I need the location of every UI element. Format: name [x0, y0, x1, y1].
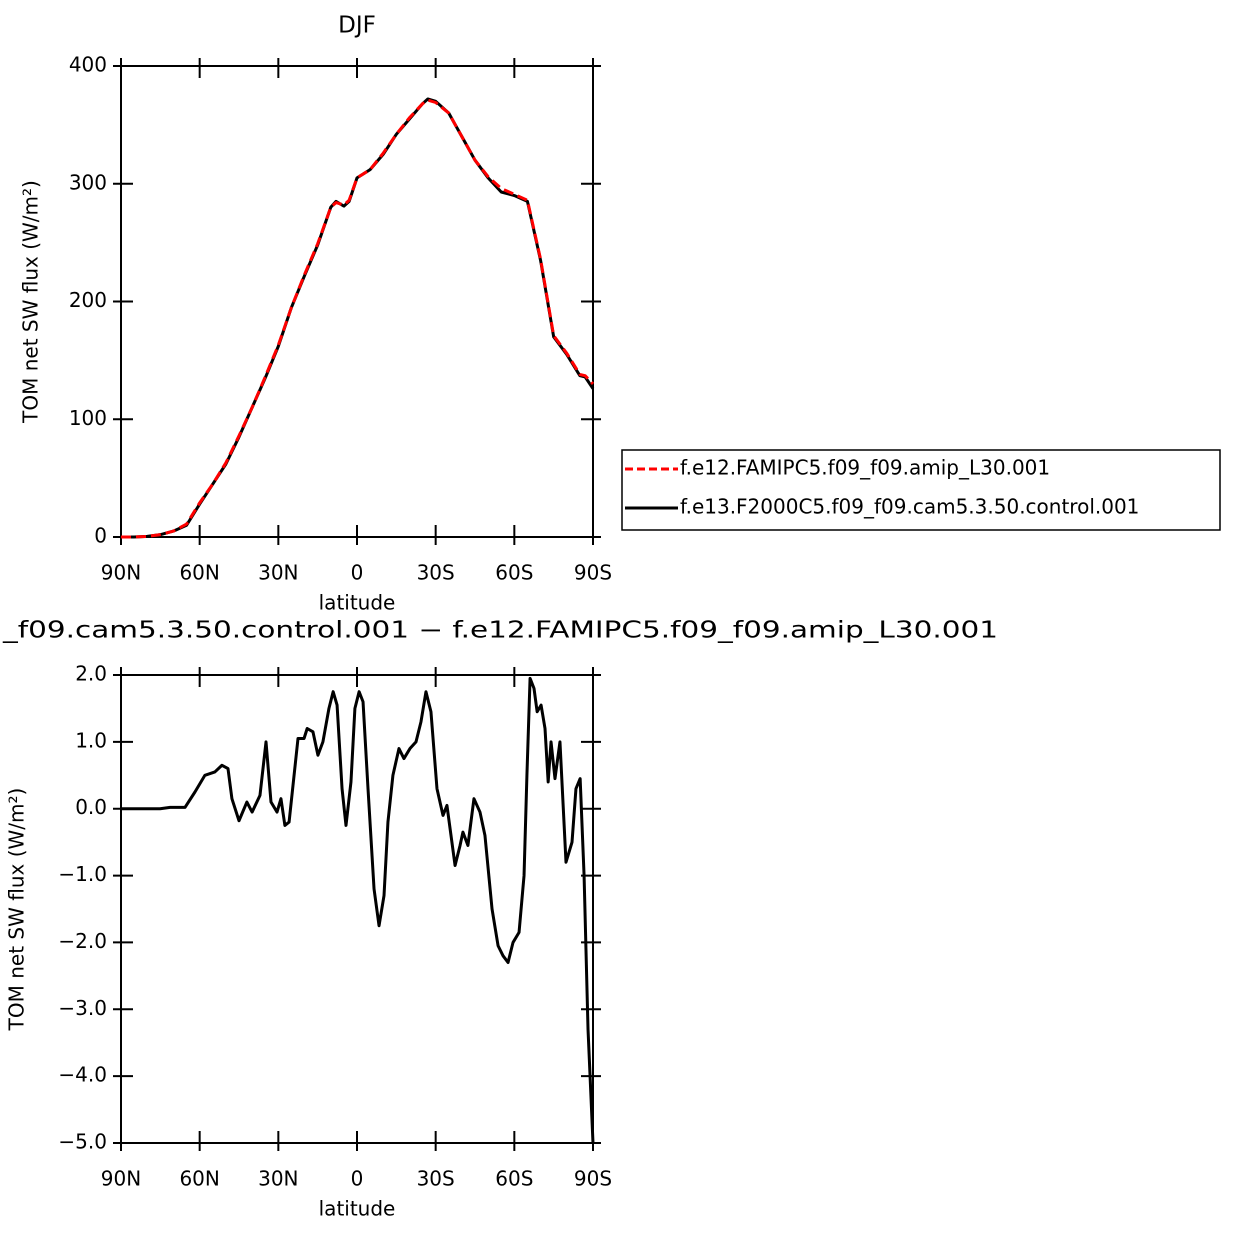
y-tick-label: −3.0: [58, 996, 107, 1020]
x-tick-label: 90S: [574, 1167, 612, 1191]
plot-frame: [120, 65, 594, 538]
x-tick-label: 90N: [101, 1167, 141, 1191]
legend-box: [621, 449, 1221, 531]
x-tick-label: 90N: [101, 561, 141, 585]
y-axis-label: TOM net SW flux (W/m²): [19, 180, 43, 424]
x-tick-label: 60S: [495, 561, 533, 585]
x-tick-label: 60S: [495, 1167, 533, 1191]
y-tick-label: −4.0: [58, 1063, 107, 1087]
x-axis-label: latitude: [319, 591, 396, 615]
y-tick-label: 300: [69, 170, 107, 194]
x-tick-label: 30S: [417, 561, 455, 585]
x-tick-label: 30N: [258, 1167, 298, 1191]
y-tick-label: 0: [94, 524, 107, 548]
x-tick-label: 60N: [179, 561, 219, 585]
legend-label: f.e13.F2000C5.f09_f09.cam5.3.50.control.…: [680, 495, 1139, 519]
y-tick-label: −1.0: [58, 862, 107, 886]
y-axis-label: TOM net SW flux (W/m²): [5, 788, 29, 1032]
series-line: [121, 97, 595, 539]
legend-label: f.e12.FAMIPC5.f09_f09.amip_L30.001: [680, 456, 1050, 480]
x-axis-label: latitude: [319, 1197, 396, 1221]
x-tick-label: 30S: [417, 1167, 455, 1191]
y-tick-label: −2.0: [58, 929, 107, 953]
y-tick-label: 0.0: [75, 795, 107, 819]
y-tick-label: 200: [69, 288, 107, 312]
x-tick-label: 0: [351, 1167, 364, 1191]
series-line: [121, 98, 595, 539]
y-tick-label: 1.0: [75, 728, 107, 752]
y-tick-label: 2.0: [75, 662, 107, 686]
x-tick-label: 90S: [574, 561, 612, 585]
chart-title: _f09.cam5.3.50.control.001 − f.e12.FAMIP…: [2, 618, 998, 644]
y-tick-label: 400: [69, 53, 107, 77]
chart-title: DJF: [338, 13, 376, 39]
x-tick-label: 30N: [258, 561, 298, 585]
x-tick-label: 0: [351, 561, 364, 585]
x-tick-label: 60N: [179, 1167, 219, 1191]
y-tick-label: −5.0: [58, 1130, 107, 1154]
y-tick-label: 100: [69, 406, 107, 430]
series-line: [121, 676, 595, 1144]
